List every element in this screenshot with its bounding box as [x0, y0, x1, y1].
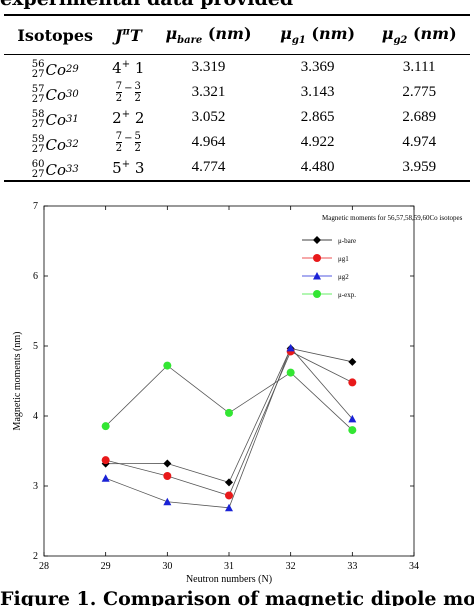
data-point: [225, 491, 233, 500]
caption-bottom: Figure 1. Comparison of magnetic dipole …: [0, 588, 474, 606]
jpt-cell: 4+ 1: [112, 58, 145, 77]
mu-g2-cell: 3.111: [402, 59, 436, 75]
legend-label: μg2: [338, 273, 349, 281]
y-tick-label: 3: [33, 481, 38, 492]
table-header-row: Isotopes JπT μbare (nm) μg1 (nm) μg2 (nm…: [4, 15, 470, 55]
table-row: 56 27 Co 29 4+ 1 3.319 3.369 3.111: [4, 55, 470, 81]
legend-label: μ-exp.: [338, 291, 356, 299]
series-line: [105, 365, 353, 431]
x-tick-label: 31: [224, 561, 234, 572]
header-mu-g1: μg1 (nm): [280, 23, 356, 47]
header-jpt: JπT: [114, 25, 142, 45]
x-axis-label: Neutron numbers (N): [186, 574, 272, 585]
mu-bare-cell: 3.321: [191, 84, 226, 100]
mu-bare-cell: 4.774: [191, 159, 226, 175]
data-point: [101, 456, 110, 465]
jpt-cell: 2+ 2: [112, 108, 145, 127]
data-point: [348, 378, 357, 387]
table-row: 57 27 Co 30 7 2−3 2 3.321 3.143 2.775: [4, 80, 470, 105]
data-point: [163, 459, 172, 468]
data-point: [225, 408, 233, 417]
data-point: [348, 414, 357, 423]
legend-label: μ-bare: [338, 237, 356, 245]
mu-g1-cell: 4.480: [300, 159, 335, 175]
y-tick-label: 2: [33, 551, 38, 562]
series-line: [105, 350, 353, 496]
mu-g2-cell: 3.959: [402, 159, 437, 175]
x-tick-label: 34: [409, 561, 419, 572]
y-tick-label: 4: [33, 411, 38, 422]
mu-bare-cell: 4.964: [191, 134, 226, 150]
mu-bare-cell: 3.052: [191, 109, 226, 125]
data-point: [348, 426, 357, 435]
data-point: [313, 272, 321, 280]
data-point: [225, 503, 233, 512]
mu-g2-cell: 2.689: [402, 109, 437, 125]
legend-label: μg1: [338, 255, 349, 263]
isotope-cell: 58 27 Co 31: [31, 109, 79, 130]
x-tick-label: 32: [286, 561, 296, 572]
jpt-cell: 7 2−5 2: [115, 130, 141, 154]
isotope-cell: 59 27 Co 32: [31, 134, 79, 155]
y-tick-label: 6: [33, 271, 38, 282]
data-point: [313, 236, 321, 244]
data-point: [163, 471, 172, 480]
data-point: [163, 497, 172, 506]
jpt-cell: 5+ 3: [112, 158, 145, 177]
x-tick-label: 30: [162, 561, 172, 572]
data-point: [286, 343, 295, 352]
legend-title: Magnetic moments for 56,57,58,59,60Co is…: [322, 214, 463, 222]
data-point: [313, 254, 321, 262]
magnetic-moments-table: Isotopes JπT μbare (nm) μg1 (nm) μg2 (nm…: [4, 14, 470, 182]
table-row: 58 27 Co 31 2+ 2 3.052 2.865 2.689: [4, 105, 470, 130]
y-axis-label: Magnetic moments (nm): [12, 332, 23, 431]
header-mu-bare: μbare (nm): [165, 23, 252, 47]
chart-container: 28 29 30 31 32 33 34 2 3 4 5 6 7 Neutron numbers (N) M…: [0, 198, 474, 588]
plot-frame: [43, 205, 415, 557]
mu-g1-cell: 2.865: [300, 109, 335, 125]
mu-g2-cell: 4.974: [402, 134, 437, 150]
data-point: [163, 361, 172, 370]
data-point: [286, 368, 295, 377]
data-point: [225, 478, 233, 487]
isotope-cell: 57 27 Co 30: [31, 84, 79, 105]
x-tick-label: 29: [101, 561, 111, 572]
mu-g1-cell: 4.922: [300, 134, 335, 150]
x-tick-label: 28: [39, 561, 49, 572]
data-point: [313, 290, 321, 298]
y-tick-label: 7: [33, 201, 38, 212]
isotope-cell: 56 27 Co 29: [31, 59, 79, 80]
header-mu-g2: μg2 (nm): [381, 23, 457, 47]
caption-top: experimental data provided: [0, 0, 474, 12]
header-isotopes: Isotopes: [17, 25, 94, 45]
x-tick-label: 33: [347, 561, 357, 572]
jpt-cell: 7 2−3 2: [115, 80, 141, 104]
mu-g1-cell: 3.369: [300, 59, 335, 75]
mu-bare-cell: 3.319: [191, 59, 226, 75]
data-point: [348, 357, 357, 366]
mu-g1-cell: 3.143: [300, 84, 335, 100]
data-point: [101, 422, 110, 431]
table-row: 59 27 Co 32 7 2−5 2 4.964 4.922 4.974: [4, 130, 470, 155]
data-point: [101, 474, 110, 482]
mu-g2-cell: 2.775: [402, 84, 437, 100]
isotope-cell: 60 27 Co 33: [31, 159, 79, 180]
y-tick-label: 5: [33, 341, 38, 352]
table-row: 60 27 Co 33 5+ 3 4.774 4.480 3.959: [4, 155, 470, 181]
